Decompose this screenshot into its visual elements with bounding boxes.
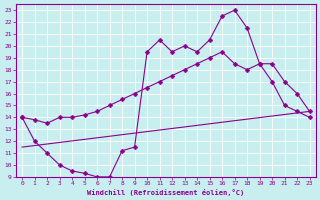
X-axis label: Windchill (Refroidissement éolien,°C): Windchill (Refroidissement éolien,°C) [87,189,244,196]
